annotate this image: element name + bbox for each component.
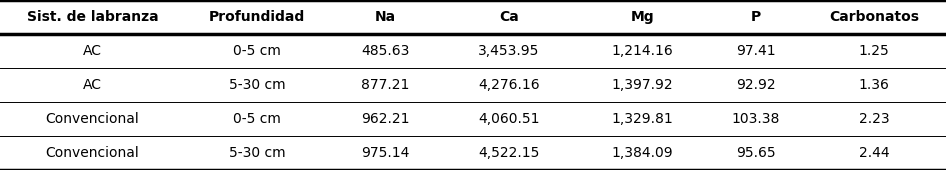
Text: Convencional: Convencional	[45, 112, 139, 126]
Text: 0-5 cm: 0-5 cm	[233, 44, 281, 58]
Text: 962.21: 962.21	[361, 112, 410, 126]
Text: 103.38: 103.38	[731, 112, 780, 126]
Text: AC: AC	[83, 44, 102, 58]
Text: Na: Na	[375, 10, 396, 24]
Text: P: P	[750, 10, 761, 24]
Text: 877.21: 877.21	[361, 78, 410, 92]
Text: 485.63: 485.63	[361, 44, 410, 58]
Text: 95.65: 95.65	[736, 146, 776, 160]
Text: 1.25: 1.25	[859, 44, 889, 58]
Text: 5-30 cm: 5-30 cm	[229, 78, 286, 92]
Text: 2.44: 2.44	[859, 146, 889, 160]
Text: 4,060.51: 4,060.51	[479, 112, 540, 126]
Text: 5-30 cm: 5-30 cm	[229, 146, 286, 160]
Text: 1.36: 1.36	[859, 78, 889, 92]
Text: 1,329.81: 1,329.81	[612, 112, 674, 126]
Text: Mg: Mg	[631, 10, 655, 24]
Text: 1,397.92: 1,397.92	[612, 78, 674, 92]
Text: 0-5 cm: 0-5 cm	[233, 112, 281, 126]
Text: 97.41: 97.41	[736, 44, 776, 58]
Text: 4,276.16: 4,276.16	[478, 78, 540, 92]
Text: Ca: Ca	[499, 10, 518, 24]
Text: Carbonatos: Carbonatos	[829, 10, 919, 24]
Text: AC: AC	[83, 78, 102, 92]
Text: Convencional: Convencional	[45, 146, 139, 160]
Text: 2.23: 2.23	[859, 112, 889, 126]
Text: 92.92: 92.92	[736, 78, 776, 92]
Text: 4,522.15: 4,522.15	[479, 146, 539, 160]
Text: 975.14: 975.14	[361, 146, 410, 160]
Text: 3,453.95: 3,453.95	[479, 44, 539, 58]
Text: Sist. de labranza: Sist. de labranza	[26, 10, 158, 24]
Text: 1,214.16: 1,214.16	[612, 44, 674, 58]
Text: Profundidad: Profundidad	[209, 10, 306, 24]
Text: 1,384.09: 1,384.09	[612, 146, 674, 160]
